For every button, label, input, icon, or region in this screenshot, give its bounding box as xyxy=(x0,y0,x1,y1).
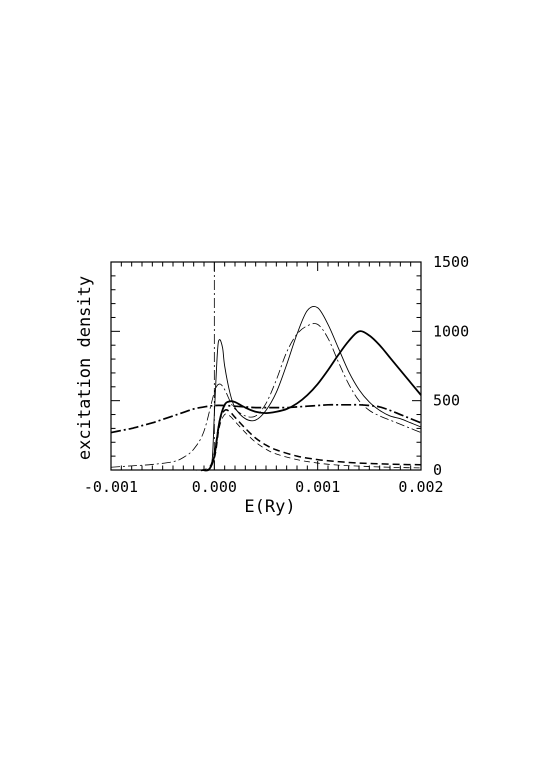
series-line-5 xyxy=(201,408,422,472)
y-tick-label: 1500 xyxy=(433,253,469,271)
ticks-layer xyxy=(110,261,422,471)
x-tick-label: -0.001 xyxy=(84,478,138,496)
series-line-4 xyxy=(110,403,422,434)
y-tick-label: 0 xyxy=(433,461,442,479)
series-line-2 xyxy=(203,306,422,471)
series-line-1 xyxy=(202,330,422,472)
x-tick-label: 0.001 xyxy=(295,478,340,496)
x-tick-label: 0.002 xyxy=(398,478,443,496)
y-tick-label: 1000 xyxy=(433,322,469,340)
y-tick-label: 500 xyxy=(433,392,460,410)
x-axis-label: E(Ry) xyxy=(244,497,295,517)
series-line-6 xyxy=(111,413,422,472)
series-line-3 xyxy=(110,323,422,468)
plot-frame xyxy=(110,261,422,471)
y-axis-label: excitation density xyxy=(75,276,95,460)
series-layer xyxy=(110,306,422,472)
x-tick-label: 0.000 xyxy=(192,478,237,496)
